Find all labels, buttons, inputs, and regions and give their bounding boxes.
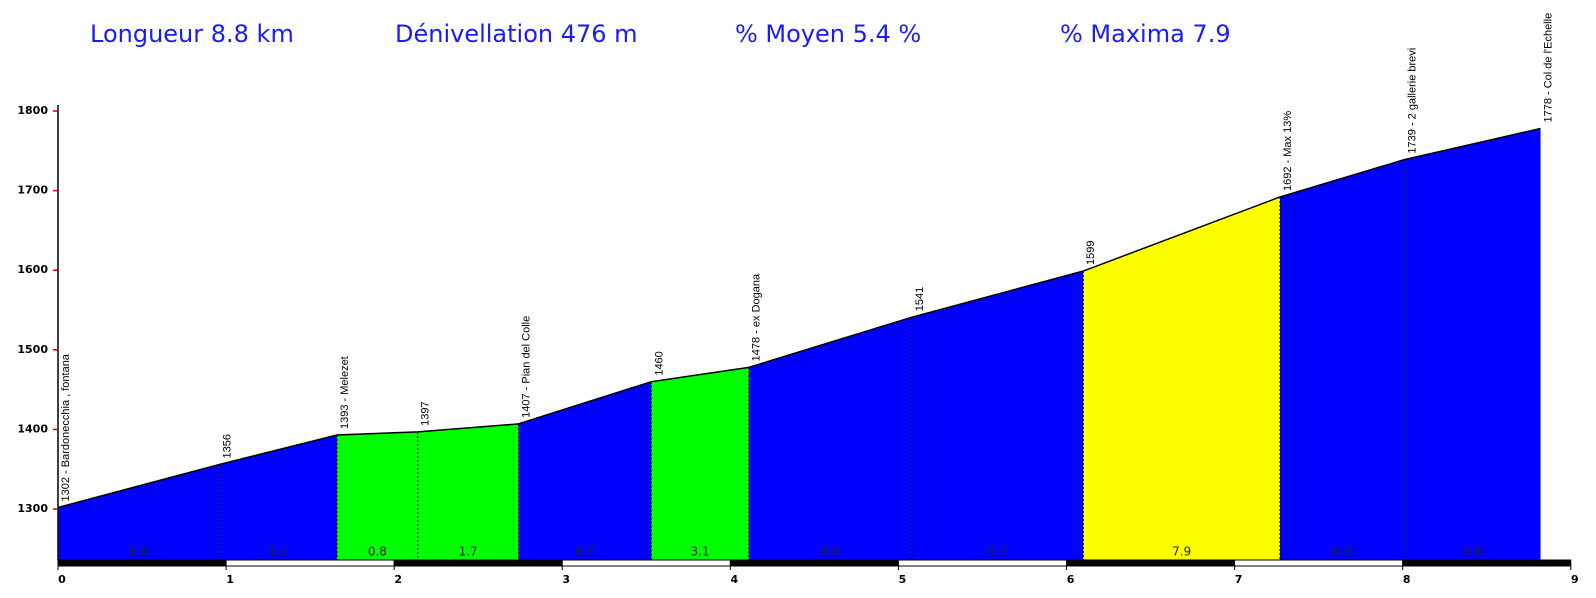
x-tick-label: 7 — [1235, 573, 1243, 586]
km-strip — [729, 559, 899, 567]
y-tick-label: 1500 — [17, 343, 48, 356]
x-tick-label: 8 — [1403, 573, 1411, 586]
segment — [417, 423, 519, 560]
gradient-label: 6.3 — [1333, 545, 1352, 559]
gradient-label: 1.7 — [459, 545, 478, 559]
point-label: 1460 — [653, 351, 665, 375]
point-label: 1397 — [420, 401, 432, 425]
km-strip — [1234, 559, 1404, 567]
segment — [651, 367, 749, 560]
km-strip — [1066, 559, 1236, 567]
segment — [911, 271, 1084, 560]
profile-line — [57, 127, 1541, 509]
km-strip — [1402, 559, 1572, 567]
y-tick-label: 1400 — [17, 422, 48, 435]
y-tick-label: 1800 — [17, 104, 48, 117]
x-tick-label: 1 — [226, 573, 234, 586]
x-tick-label: 5 — [899, 573, 907, 586]
segment — [1404, 128, 1541, 560]
point-label: 1356 — [221, 434, 233, 458]
gradient-label: 5.2 — [269, 545, 288, 559]
stat: % Moyen 5.4 % — [735, 20, 921, 48]
point-label: 1692 - Max 13% — [1282, 111, 1294, 191]
point-label: 1778 - Col de l'Echelle — [1542, 13, 1554, 123]
km-strip — [225, 559, 395, 567]
km-strip — [897, 559, 1068, 567]
x-tick-label: 2 — [394, 573, 402, 586]
segment — [748, 317, 912, 560]
point-label: 1393 - Melezet — [339, 356, 351, 429]
km-strip — [561, 559, 731, 567]
segment — [219, 435, 338, 560]
gradient-label: 5.6 — [129, 545, 148, 559]
stat: % Maxima 7.9 — [1060, 20, 1231, 48]
segment — [518, 381, 652, 560]
x-tick-label: 9 — [1571, 573, 1579, 586]
y-tick-label: 1600 — [17, 263, 48, 276]
x-tick-label: 0 — [58, 573, 66, 586]
point-label: 1302 - Bardonecchia , fontana — [60, 353, 72, 501]
gradient-label: 3.1 — [691, 545, 710, 559]
gradient-label: 0.8 — [368, 545, 387, 559]
segment — [1083, 196, 1280, 560]
km-strip — [393, 559, 563, 567]
y-tick-label: 1700 — [17, 184, 48, 197]
y-tick-label: 1300 — [17, 502, 48, 515]
point-label: 1599 — [1085, 241, 1097, 265]
segment — [58, 464, 220, 560]
gradient-label: 5.7 — [988, 545, 1007, 559]
stat: Dénivellation 476 m — [395, 20, 638, 48]
point-label: 1739 - 2 gallerie brevi — [1406, 48, 1418, 154]
point-label: 1541 — [914, 287, 926, 311]
segment — [337, 431, 418, 560]
point-label: 1407 - Pian del Colle — [520, 316, 532, 418]
x-tick-label: 3 — [562, 573, 570, 586]
stat: Longueur 8.8 km — [90, 20, 294, 48]
point-label: 1478 - ex Dogana — [751, 273, 763, 361]
gradient-label: 6.7 — [575, 545, 594, 559]
gradient-label: 6.6 — [821, 545, 840, 559]
gradient-label: 7.9 — [1172, 545, 1191, 559]
gradient-label: 4.8 — [1463, 545, 1482, 559]
x-tick-label: 6 — [1067, 573, 1075, 586]
segment — [1279, 159, 1405, 560]
km-strip — [57, 559, 227, 567]
x-tick-label: 4 — [731, 573, 739, 586]
